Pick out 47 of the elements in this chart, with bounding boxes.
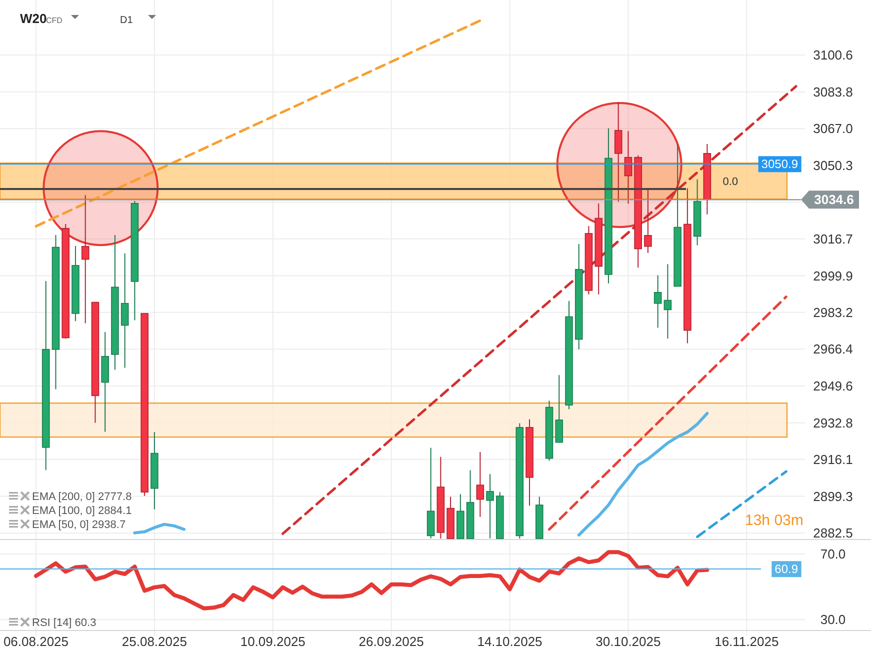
text: W20 bbox=[20, 11, 47, 26]
annotation: 0.0 bbox=[722, 176, 738, 188]
y-tick-label: 3016.7 bbox=[813, 231, 853, 246]
y-tick-label: 2949.6 bbox=[813, 378, 853, 394]
y-tick-label: 70.0 bbox=[820, 546, 846, 562]
annotation: RSI [14] 60.3 bbox=[32, 617, 96, 629]
y-tick-label: 3083.8 bbox=[813, 84, 853, 100]
ref-line-label: 3034.6 bbox=[814, 192, 854, 208]
annotation: D1 bbox=[120, 15, 134, 26]
x-tick-label: 25.08.2025 bbox=[122, 634, 187, 649]
line-series bbox=[34, 550, 710, 610]
y-tick-label: 2983.2 bbox=[813, 304, 853, 320]
y-tick-label: 3100.6 bbox=[813, 48, 853, 63]
annotation: EMA [50, 0] 2938.7 bbox=[32, 519, 126, 531]
y-tick-label: 2999.9 bbox=[813, 268, 853, 284]
y-tick-label: 2966.4 bbox=[813, 342, 853, 357]
line-series bbox=[577, 412, 709, 537]
x-tick-label: 30.10.2025 bbox=[596, 634, 661, 649]
candlestick bbox=[120, 252, 129, 368]
candlestick bbox=[476, 451, 484, 518]
y-tick-label: 2899.3 bbox=[813, 488, 853, 504]
y-tick-label: 30.0 bbox=[820, 612, 846, 628]
text: CFD bbox=[46, 16, 63, 25]
candlestick bbox=[555, 374, 564, 443]
x-tick-label: 06.08.2025 bbox=[3, 634, 69, 649]
candlestick bbox=[486, 474, 494, 539]
x-tick-label: 16.11.2025 bbox=[714, 634, 779, 649]
ref-line-label: 3050.9 bbox=[761, 157, 798, 172]
y-tick-label: 2932.8 bbox=[813, 415, 853, 430]
annotation: 13h 03m bbox=[745, 512, 804, 529]
candlestick bbox=[624, 130, 632, 204]
y-tick-label: 2916.1 bbox=[813, 452, 853, 467]
y-tick-label: 3067.0 bbox=[813, 121, 853, 136]
candlestick bbox=[614, 102, 622, 202]
ref-line-label: 60.9 bbox=[774, 562, 798, 576]
candlestick bbox=[664, 264, 672, 340]
y-tick-label: 2882.5 bbox=[813, 526, 853, 541]
annotation: EMA [100, 0] 2884.1 bbox=[32, 505, 132, 517]
x-tick-label: 14.10.2025 bbox=[477, 634, 542, 649]
candlestick bbox=[654, 274, 662, 328]
x-tick-label: 10.09.2025 bbox=[240, 634, 306, 649]
line-series bbox=[133, 522, 186, 534]
candlestick bbox=[81, 194, 90, 324]
annotation: EMA [200, 0] 2777.8 bbox=[32, 491, 132, 503]
y-tick-label: 3050.3 bbox=[813, 158, 853, 173]
candlestick bbox=[644, 188, 652, 254]
x-tick-label: 26.09.2025 bbox=[358, 634, 424, 649]
